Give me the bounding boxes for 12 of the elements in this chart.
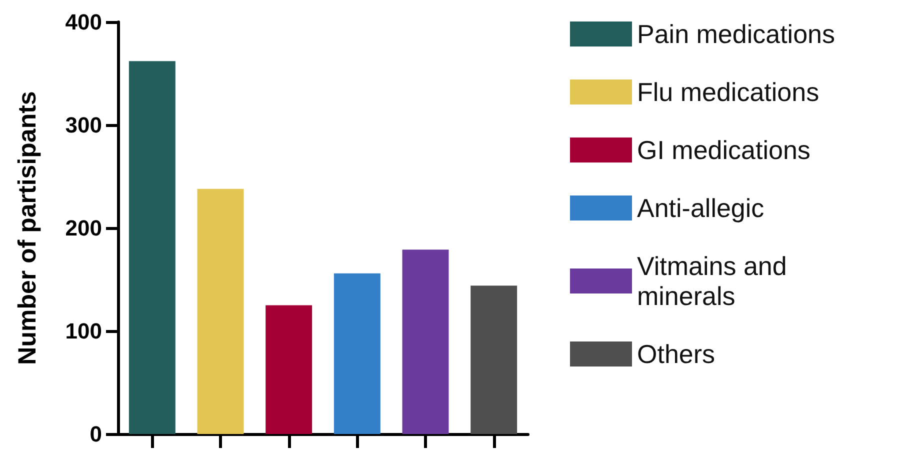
- y-tick-label: 300: [65, 112, 102, 138]
- y-tick-label: 100: [65, 318, 102, 344]
- y-tick-label: 200: [65, 216, 102, 240]
- y-tick-label: 400: [65, 10, 102, 34]
- legend-label: Vitmains and minerals: [637, 251, 794, 311]
- y-tick-label: 0: [90, 422, 102, 446]
- legend-label: Flu medications: [637, 77, 820, 107]
- legend-label: Others: [637, 339, 716, 369]
- legend-label: Pain medications: [637, 19, 835, 49]
- legend-label: Anti-allegic: [637, 193, 764, 223]
- legend-label: GI medications: [637, 135, 810, 165]
- y-axis-title: Number of partisipants: [14, 91, 42, 365]
